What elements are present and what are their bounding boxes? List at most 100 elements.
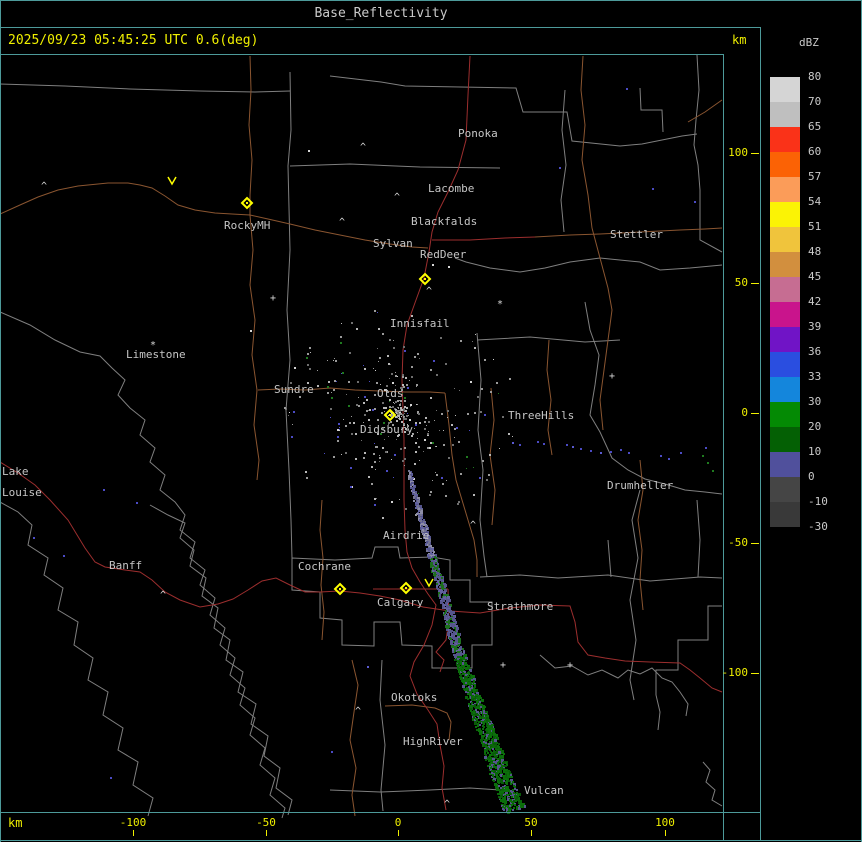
x-tick-label: 50 bbox=[524, 816, 538, 829]
city-label: Olds bbox=[377, 387, 404, 400]
boundary-line bbox=[476, 336, 621, 343]
map-symbol: ^ bbox=[426, 286, 432, 297]
map-symbol: ^ bbox=[160, 590, 166, 601]
panel-left-border bbox=[760, 27, 761, 840]
y-tick bbox=[751, 673, 759, 674]
echo-band bbox=[408, 470, 526, 814]
city-label: Vulcan bbox=[524, 784, 564, 797]
frame-bottom bbox=[0, 840, 862, 841]
weak-echo-speck bbox=[331, 751, 333, 753]
boundary-line bbox=[655, 605, 722, 731]
boundary-line bbox=[479, 574, 723, 582]
colorbar-swatch bbox=[770, 352, 800, 377]
colorbar-tick-label: 51 bbox=[808, 220, 822, 233]
boundary-line bbox=[702, 761, 723, 807]
y-tick-label: -50 bbox=[728, 536, 748, 549]
colorbar-tick-label: 45 bbox=[808, 270, 822, 283]
city-label: Ponoka bbox=[458, 127, 498, 140]
x-tick-label: -100 bbox=[119, 816, 147, 829]
x-tick bbox=[133, 830, 134, 836]
colorbar-tick-label: 39 bbox=[808, 320, 822, 333]
colorbar-swatch bbox=[770, 277, 800, 302]
weak-echo-speck bbox=[707, 462, 709, 464]
weak-echo-speck bbox=[668, 458, 670, 460]
colorbar-tick-label: 20 bbox=[808, 420, 822, 433]
radar-site-marker[interactable] bbox=[240, 196, 254, 210]
city-label: Okotoks bbox=[391, 691, 437, 704]
x-tick-label: 100 bbox=[655, 816, 675, 829]
map-right-border bbox=[723, 54, 724, 840]
colorbar-tick-label: 80 bbox=[808, 70, 822, 83]
weak-echo-speck bbox=[250, 330, 252, 332]
x-tick-label: 0 bbox=[394, 816, 402, 829]
checkmark-marker bbox=[424, 578, 434, 588]
colorbar-tick-label: 54 bbox=[808, 195, 822, 208]
radar-site-marker[interactable] bbox=[418, 272, 432, 286]
boundary-line bbox=[149, 504, 293, 816]
boundary-line bbox=[639, 87, 664, 133]
city-label: Banff bbox=[109, 559, 142, 572]
checkmark-marker bbox=[167, 176, 177, 186]
city-label: Drumheller bbox=[607, 479, 674, 492]
road-line bbox=[0, 182, 429, 249]
boundary-line bbox=[329, 787, 501, 793]
road-line bbox=[580, 55, 593, 229]
city-label: Blackfalds bbox=[411, 215, 477, 228]
radar-site-marker[interactable] bbox=[399, 581, 413, 595]
ground-clutter bbox=[284, 310, 513, 519]
road-line bbox=[257, 387, 446, 394]
city-label: HighRiver bbox=[403, 735, 463, 748]
radar-site-marker[interactable] bbox=[383, 408, 397, 422]
weak-echo-speck bbox=[705, 447, 707, 449]
colorbar-tick-label: 60 bbox=[808, 145, 822, 158]
colorbar-tick-label: 0 bbox=[808, 470, 815, 483]
y-tick-label: 100 bbox=[728, 146, 748, 159]
colorbar-swatch bbox=[770, 427, 800, 452]
boundary-line bbox=[0, 83, 291, 93]
map-symbol: * bbox=[150, 340, 156, 351]
weak-echo-speck bbox=[660, 455, 662, 457]
x-tick bbox=[665, 830, 666, 836]
colorbar-swatch bbox=[770, 377, 800, 402]
road-line bbox=[444, 392, 478, 577]
boundary-line bbox=[379, 659, 386, 812]
city-label: Sylvan bbox=[373, 237, 413, 250]
map-symbol: ^ bbox=[394, 192, 400, 203]
colorbar-tick-label: 42 bbox=[808, 295, 822, 308]
boundary-line bbox=[629, 489, 641, 701]
weak-echo-speck bbox=[448, 266, 450, 268]
weak-echo-speck bbox=[308, 150, 310, 152]
x-tick bbox=[266, 830, 267, 836]
weak-echo-speck bbox=[610, 451, 612, 453]
colorbar-swatch bbox=[770, 327, 800, 352]
map-symbol: * bbox=[497, 299, 503, 310]
weak-echo-speck bbox=[512, 442, 514, 444]
road-line bbox=[489, 387, 496, 526]
boundary-line bbox=[0, 501, 154, 817]
road-line bbox=[687, 99, 723, 123]
colorbar-tick-label: -30 bbox=[808, 520, 828, 533]
boundary-line bbox=[539, 654, 689, 717]
boundary-line bbox=[454, 257, 723, 273]
colorbar-tick-label: 65 bbox=[808, 120, 822, 133]
map-symbol: + bbox=[270, 293, 276, 304]
y-tick-label: -100 bbox=[721, 666, 749, 679]
x-tick bbox=[398, 830, 399, 836]
weak-echo-speck bbox=[559, 167, 561, 169]
boundary-line bbox=[0, 311, 286, 819]
colorbar-swatch bbox=[770, 102, 800, 127]
radar-site-marker[interactable] bbox=[333, 582, 347, 596]
colorbar-swatch bbox=[770, 402, 800, 427]
map-symbol: + bbox=[500, 660, 506, 671]
frame-left bbox=[0, 0, 1, 842]
city-label: Lake bbox=[2, 465, 29, 478]
colorbar-swatch bbox=[770, 452, 800, 477]
city-label: Airdrie bbox=[383, 529, 429, 542]
colorbar-tick-label: 30 bbox=[808, 395, 822, 408]
weak-echo-speck bbox=[694, 201, 696, 203]
weak-echo-speck bbox=[432, 264, 434, 266]
highway-line bbox=[401, 55, 471, 811]
weak-echo-speck bbox=[543, 443, 545, 445]
